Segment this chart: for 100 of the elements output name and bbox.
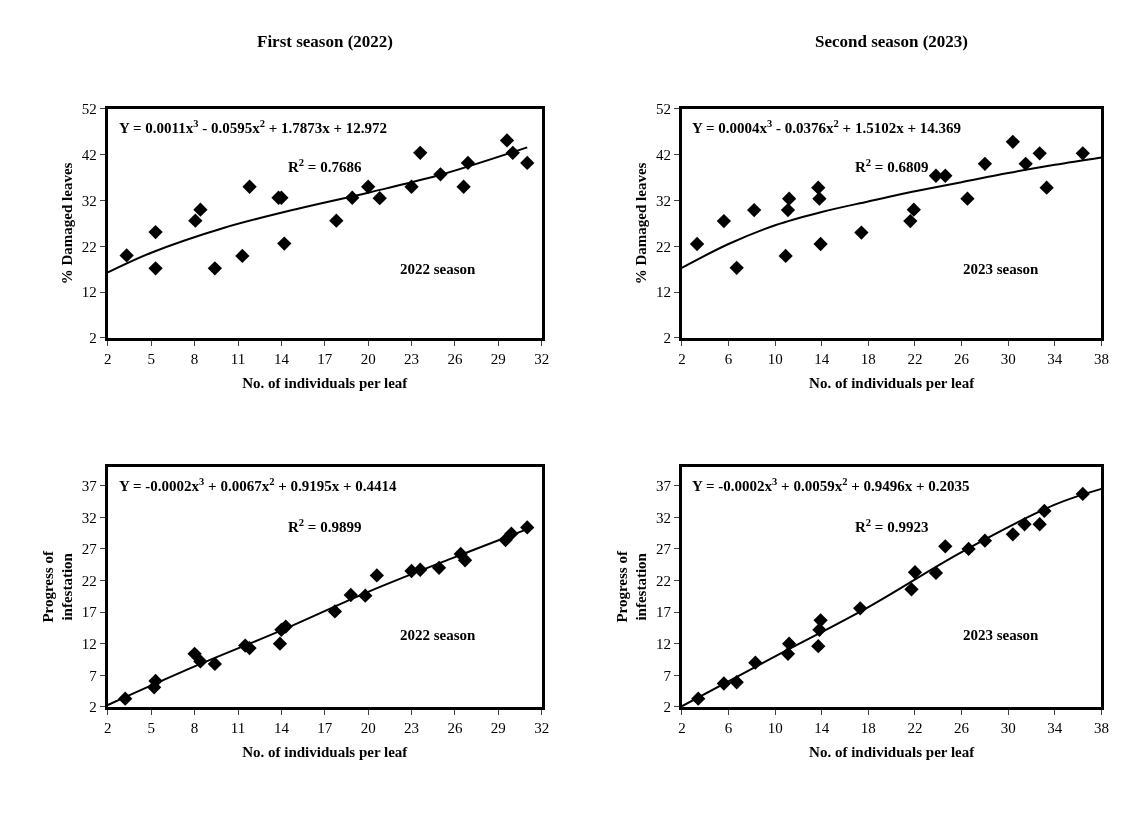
y-tick-label: 2 [89,330,97,347]
x-axis-title: No. of individuals per leaf [242,743,409,760]
point [903,213,918,229]
point [729,260,744,275]
x-tick-label: 14 [273,719,290,736]
y-tick-label: 32 [655,509,671,526]
x-tick-label: 30 [1000,350,1016,367]
point [906,202,921,217]
annotation: Y = -0.0002x$^{3}$ + 0.0059x$^{2}$ + 0.9496x + 0.2035 [692,476,970,495]
point [938,539,953,554]
point [778,248,793,264]
y-tick-label: 7 [89,667,98,684]
y-tick-label: 42 [655,146,671,163]
annotation: R$^{2}$ = 0.6809 [855,157,929,176]
point [361,179,376,194]
point [716,213,732,229]
x-tick-label: 11 [230,719,246,736]
x-tick-label: 10 [767,350,783,367]
y-tick-label: 2 [89,699,97,716]
point [781,191,797,206]
x-tick-label: 5 [147,719,155,736]
point [520,155,535,171]
annotation: R$^{2}$ = 0.9899 [288,517,362,536]
x-tick-label: 32 [534,350,550,367]
x-tick-label: 14 [814,350,830,367]
x-tick-label: 14 [273,350,290,367]
point [928,565,944,581]
annotation: 2023 season [963,627,1040,643]
point [207,656,223,672]
point [207,261,223,276]
point [119,248,134,263]
y-tick-label: 22 [81,572,97,589]
x-tick-label: 11 [230,350,246,367]
x-tick-label: 30 [1000,719,1016,736]
x-tick-label: 34 [1047,719,1063,736]
annotation: 2023 season [963,261,1040,277]
annotation: Y = -0.0002x$^{3}$ + 0.0067x$^{2}$ + 0.9195x + 0.4414 [119,476,397,495]
y-tick-label: 12 [655,284,671,301]
point [813,613,828,628]
point [148,261,163,276]
x-tick-label: 2 [104,719,112,736]
x-tick-label: 38 [1093,719,1109,736]
point [272,636,288,651]
point [193,202,208,217]
x-tick-label: 26 [447,719,463,736]
point [904,582,919,597]
x-tick-label: 10 [767,719,783,736]
point [456,179,471,194]
y-tick-label: 12 [655,635,671,652]
y-tick-label: 52 [655,101,671,118]
point [1005,527,1021,542]
y-tick-label: 17 [81,604,98,621]
point [811,180,826,195]
y-axis-title: % Damaged leaves [633,162,650,285]
point [520,520,535,535]
point [689,236,705,252]
point [1005,134,1021,149]
y-axis-title: Progress of infestation [613,550,650,623]
y-tick-label: 52 [81,101,97,118]
point [1075,146,1090,161]
x-axis-title: No. of individuals per leaf [809,374,976,391]
x-tick-label: 8 [190,719,199,736]
y-tick-label: 2 [663,330,671,347]
x-tick-label: 22 [907,350,923,367]
x-tick-label: 23 [404,350,420,367]
point [242,179,257,194]
annotation: R$^{2}$ = 0.9923 [855,517,929,536]
x-tick-label: 5 [147,350,155,367]
y-tick-label: 27 [655,541,672,558]
y-axis-title: Progress of infestation [39,550,76,623]
x-tick-label: 2 [104,350,112,367]
x-tick-label: 23 [404,719,420,736]
x-tick-label: 17 [317,350,333,367]
point [235,248,250,264]
y-tick-label: 7 [663,667,672,684]
annotation: R$^{2}$ = 0.7686 [288,157,362,176]
x-tick-label: 26 [954,350,970,367]
point [1032,517,1047,532]
point [369,568,384,583]
point [747,202,762,218]
x-tick-label: 8 [190,350,199,367]
point [188,213,203,228]
point [148,224,163,240]
chart-title: Second season (2023) [815,32,969,51]
x-tick-label: 14 [814,719,830,736]
annotation: Y = 0.0004x$^{3}$ - 0.0376x$^{2}$ + 1.5102x + 14.369 [692,118,961,137]
point [1032,146,1047,161]
x-tick-label: 18 [860,719,876,736]
point [977,156,993,171]
x-tick-label: 22 [907,719,923,736]
x-tick-label: 34 [1047,350,1063,367]
y-tick-label: 2 [663,699,671,716]
y-tick-label: 42 [81,146,97,163]
point [813,236,828,252]
y-tick-label: 32 [81,192,97,209]
point [460,155,476,171]
x-tick-label: 20 [360,719,376,736]
point [780,202,796,218]
point [329,213,344,228]
point [938,168,953,183]
